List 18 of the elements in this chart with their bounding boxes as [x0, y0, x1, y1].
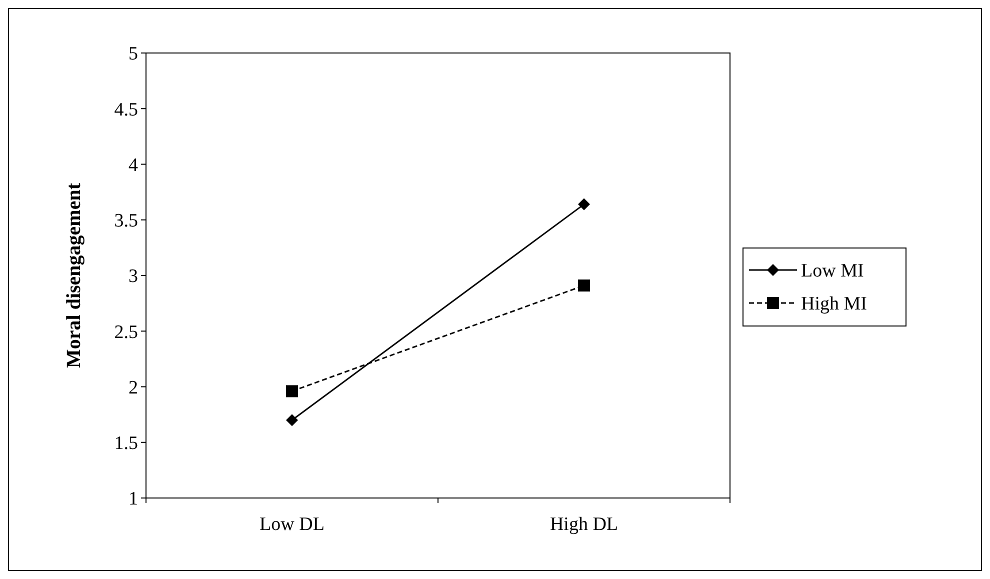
- y-tick-label: 4.5: [114, 99, 138, 120]
- point: [286, 385, 298, 398]
- legend-label: Low MI: [801, 260, 864, 282]
- y-tick-label: 3: [128, 266, 138, 288]
- y-tick-label: 3.5: [114, 210, 138, 232]
- y-tick-label: 1.5: [114, 433, 138, 454]
- x-tick-label: Low DL: [260, 514, 324, 535]
- point: [286, 414, 298, 426]
- point: [578, 198, 590, 210]
- y-tick-label: 5: [128, 44, 138, 65]
- y-axis-title: Moral disengagement: [63, 182, 85, 368]
- legend-label: High MI: [801, 294, 867, 315]
- y-tick-label: 2.5: [114, 322, 138, 343]
- x-tick-label: High DL: [550, 514, 618, 535]
- y-tick-label: 1: [128, 488, 138, 510]
- y-tick-label: 4: [128, 154, 138, 176]
- point: [578, 280, 590, 292]
- y-tick-label: 2: [128, 377, 138, 398]
